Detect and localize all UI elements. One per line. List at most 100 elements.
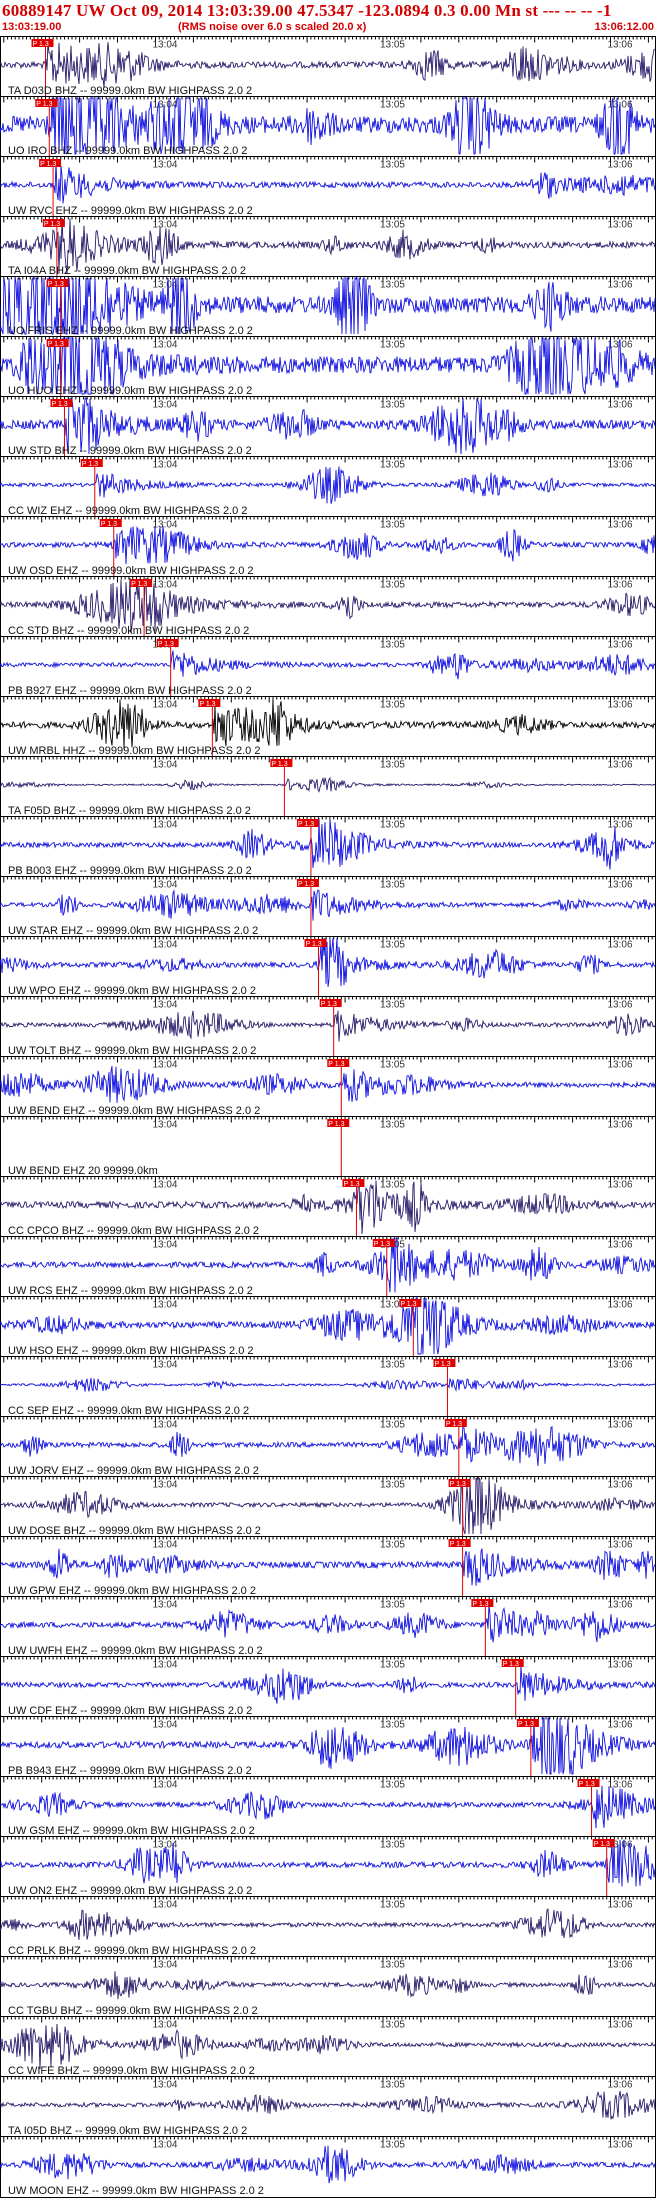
time-tick-label: 13:05 <box>380 1180 405 1191</box>
station-label: UW GSM EHZ -- 99999.0km BW HIGHPASS 2.0 … <box>8 1825 255 1837</box>
time-ticks <box>0 936 656 943</box>
time-ticks <box>0 396 656 403</box>
time-tick-label: 13:04 <box>152 580 177 591</box>
time-ticks <box>0 1416 656 1423</box>
time-tick-label: 13:05 <box>380 2140 405 2151</box>
time-tick-label: 13:04 <box>152 1480 177 1491</box>
time-tick-label: 13:06 <box>607 1480 632 1491</box>
pick-label: P 1.3 <box>450 1541 466 1548</box>
station-label: UW STD BHZ -- 99999.0km BW HIGHPASS 2.0 … <box>8 445 252 457</box>
time-tick-label: 13:06 <box>607 1060 632 1071</box>
trace-row: 13:04 13:05 13:06 P 1.3 UO FRIS EHZ -- 99999… <box>0 276 656 337</box>
time-tick-label: 13:06 <box>607 1720 632 1731</box>
trace-row: 13:04 13:05 13:06 P 1.3 CC WIZ EHZ -- 99999.… <box>0 456 656 517</box>
pick-flag <box>399 1299 422 1307</box>
time-tick-label: 13:06 <box>607 1540 632 1551</box>
station-label: PB B927 EHZ -- 99999.0km BW HIGHPASS 2.0… <box>8 685 252 697</box>
station-label: TA F05D BHZ -- 99999.0km BW HIGHPASS 2.0… <box>8 805 251 817</box>
seismogram-panel: 13:04 13:05 13:06 P 1.3 TA D03D BHZ -- 99999… <box>0 36 656 2198</box>
station-label: PB B003 EHZ -- 99999.0km BW HIGHPASS 2.0… <box>8 865 252 877</box>
station-label: UW MOON EHZ -- 99999.0km BW HIGHPASS 2.0… <box>8 2185 264 2197</box>
time-ticks <box>0 456 656 463</box>
time-ticks <box>0 96 656 103</box>
pick-label: P 1.3 <box>36 101 52 108</box>
time-tick-label: 13:04 <box>152 1120 177 1131</box>
time-ticks <box>0 1176 656 1183</box>
time-tick-label: 13:06 <box>607 1000 632 1011</box>
pick-label: P 1.3 <box>199 701 215 708</box>
time-tick-label: 13:05 <box>380 1000 405 1011</box>
time-tick-label: 13:05 <box>380 40 405 51</box>
station-label: UW JORV EHZ -- 99999.0km BW HIGHPASS 2.0… <box>8 1465 259 1477</box>
time-tick-label: 13:05 <box>380 1960 405 1971</box>
time-tick-label: 13:06 <box>607 1360 632 1371</box>
time-tick-label: 13:05 <box>380 2080 405 2091</box>
trace-row: 13:04 13:05 13:06 P 1.3 UW OSD EHZ -- 99999.… <box>0 516 656 577</box>
time-ticks <box>0 1656 656 1663</box>
waveform <box>0 1604 656 1643</box>
time-tick-label: 13:06 <box>607 400 632 411</box>
station-label: UW OSD EHZ -- 99999.0km BW HIGHPASS 2.0 … <box>8 565 254 577</box>
station-label: PB B943 EHZ -- 99999.0km BW HIGHPASS 2.0… <box>8 1765 252 1777</box>
time-ticks <box>0 576 656 583</box>
trace-row: 13:04 13:05 13:06 P 1.3 UW TOLT BHZ -- 99999… <box>0 996 656 1057</box>
station-label: TA D03D BHZ -- 99999.0km BW HIGHPASS 2.0… <box>8 85 252 97</box>
pick-flag <box>39 159 62 167</box>
waveform <box>0 889 656 921</box>
trace-row: 13:04 13:05 13:06P 1.3UO HUO EHZ -- 99999.… <box>0 336 656 397</box>
station-label: UW STAR EHZ -- 99999.0km BW HIGHPASS 2.0… <box>8 925 258 937</box>
time-ticks <box>0 1056 656 1063</box>
time-tick-label: 13:06 <box>607 1900 632 1911</box>
pick-flag <box>501 1659 524 1667</box>
time-tick-label: 13:04 <box>152 220 177 231</box>
waveform <box>0 1476 656 1535</box>
time-tick-label: 13:06 <box>607 1120 632 1131</box>
time-tick-label: 13:05 <box>380 580 405 591</box>
time-ticks <box>0 1776 656 1783</box>
time-tick-label: 13:05 <box>380 220 405 231</box>
pick-label: P 1.3 <box>40 161 56 168</box>
time-tick-label: 13:04 <box>152 1300 177 1311</box>
trace-row: 13:04 13:05 13:06 P 1.3 CC SEP EHZ -- 99999.… <box>0 1356 656 1417</box>
pick-flag <box>99 519 122 527</box>
station-label: CC TGBU BHZ -- 99999.0km BW HIGHPASS 2.0… <box>8 2005 258 2017</box>
time-tick-label: 13:04 <box>152 820 177 831</box>
pick-label: P 1.3 <box>48 341 64 348</box>
pick-flag <box>592 1839 615 1847</box>
time-tick-label: 13:06 <box>607 280 632 291</box>
time-ticks <box>0 336 656 343</box>
time-ticks <box>0 816 656 823</box>
station-label: UW HSO EHZ -- 99999.0km BW HIGHPASS 2.0 … <box>8 1345 254 1357</box>
time-tick-label: 13:04 <box>152 40 177 51</box>
station-label: UW MRBL HHZ -- 99999.0km BW HIGHPASS 2.0… <box>8 745 260 757</box>
time-tick-label: 13:06 <box>607 1240 632 1251</box>
time-tick-label: 13:05 <box>380 1600 405 1611</box>
time-ticks <box>0 876 656 883</box>
waveform <box>0 2023 656 2070</box>
station-label: UO IRO BHZ -- 99999.0km BW HIGHPASS 2.0 … <box>8 145 247 157</box>
time-ticks <box>0 1356 656 1363</box>
pick-label: P 1.3 <box>328 1121 344 1128</box>
time-tick-label: 13:05 <box>380 2020 405 2031</box>
time-tick-label: 13:04 <box>152 1780 177 1791</box>
time-tick-label: 13:05 <box>380 1480 405 1491</box>
time-ticks <box>0 636 656 643</box>
time-tick-label: 13:06 <box>607 2140 632 2151</box>
time-tick-label: 13:04 <box>152 1600 177 1611</box>
pick-label: P 1.3 <box>271 761 287 768</box>
waveform <box>0 650 656 680</box>
pick-flag <box>42 219 65 227</box>
station-label: CC WIFE BHZ -- 99999.0km BW HIGHPASS 2.0… <box>8 2065 255 2077</box>
time-tick-label: 13:05 <box>380 760 405 771</box>
pick-label: P 1.3 <box>48 281 64 288</box>
pick-label: P 1.3 <box>518 1721 534 1728</box>
time-tick-label: 13:04 <box>152 340 177 351</box>
pick-label: P 1.3 <box>446 1421 462 1428</box>
time-tick-label: 13:05 <box>380 1420 405 1431</box>
time-ticks <box>0 1536 656 1543</box>
time-tick-label: 13:05 <box>380 640 405 651</box>
station-label: UW UWFH EHZ -- 99999.0km BW HIGHPASS 2.0… <box>8 1645 263 1657</box>
time-ticks <box>0 1836 656 1843</box>
